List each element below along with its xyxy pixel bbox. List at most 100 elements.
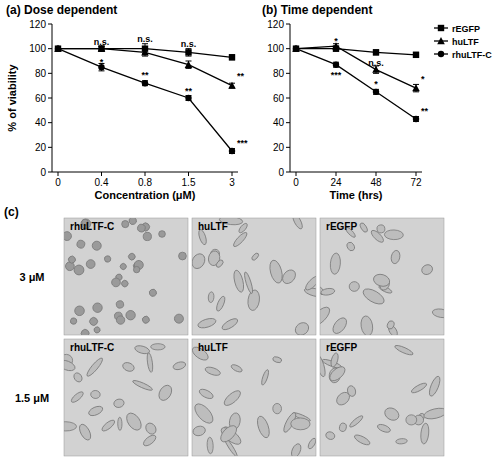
cell — [133, 266, 140, 273]
x-tick — [376, 172, 377, 176]
cell — [76, 239, 86, 249]
legend-label: huLTF — [452, 37, 479, 47]
marker — [55, 45, 61, 51]
series-line — [58, 49, 232, 151]
chart: (b) Time dependent0204060801001200244872… — [262, 3, 492, 201]
cell — [104, 255, 112, 263]
y-tick — [48, 48, 52, 49]
x-axis-label: Time (hrs) — [330, 189, 383, 201]
micrograph-label: huLTF — [198, 342, 228, 353]
x-tick-label: 1.5 — [182, 177, 196, 188]
x-tick — [416, 172, 417, 176]
x-tick-label: 0 — [293, 177, 299, 188]
x-tick-label: 24 — [330, 177, 342, 188]
cell — [432, 308, 444, 319]
error-bar — [413, 84, 419, 91]
micrograph-bg — [192, 218, 316, 335]
significance-label: n.s. — [137, 34, 153, 44]
significance-label: * — [100, 57, 104, 67]
x-tick — [58, 172, 59, 176]
marker — [55, 45, 61, 51]
cell — [132, 379, 154, 392]
cell — [251, 252, 260, 261]
error-bar — [186, 96, 192, 101]
x-tick-label: 0 — [55, 177, 61, 188]
cell — [232, 231, 249, 249]
micrograph-frame — [192, 218, 316, 335]
significance-label: ** — [185, 86, 193, 96]
cell — [394, 344, 414, 357]
micrograph-label: rhuLTF-C — [70, 342, 114, 353]
cell — [93, 326, 101, 334]
y-tick — [286, 147, 290, 148]
cell — [87, 404, 104, 417]
legend-label: rEGFP — [452, 24, 480, 34]
significance-label: ** — [141, 70, 149, 80]
cell — [192, 252, 207, 271]
marker — [141, 48, 149, 55]
cell — [280, 267, 298, 286]
cell — [272, 356, 282, 364]
cell — [134, 344, 151, 355]
y-tick-label: 0 — [40, 167, 46, 178]
series-line — [296, 46, 416, 88]
marker — [438, 51, 444, 57]
y-tick-label: 40 — [35, 117, 47, 128]
marker — [54, 45, 62, 52]
cell — [361, 286, 387, 307]
cell — [110, 276, 122, 288]
cell — [124, 410, 144, 432]
cell — [204, 365, 221, 377]
cell — [255, 415, 272, 439]
cell — [293, 320, 311, 335]
micrograph-label: huLTF — [198, 221, 228, 232]
x-tick-label: 72 — [410, 177, 422, 188]
y-tick — [286, 48, 290, 49]
y-tick-label: 20 — [35, 142, 47, 153]
micrograph-frame — [320, 339, 444, 456]
significance-label: *** — [331, 70, 342, 80]
cell — [124, 309, 137, 322]
marker — [413, 116, 419, 122]
cell — [304, 274, 316, 292]
chart: (a) Dose dependent02040608010012000.40.8… — [6, 3, 248, 201]
figure: (a) Dose dependent02040608010012000.40.8… — [0, 0, 500, 457]
y-tick — [48, 172, 52, 173]
cell — [220, 317, 239, 332]
micrograph-label: rEGFP — [326, 342, 357, 353]
marker — [437, 37, 445, 44]
cell — [119, 262, 128, 271]
micrograph-frame — [64, 339, 188, 456]
cell — [85, 356, 104, 378]
cell — [327, 364, 347, 383]
series-line — [296, 49, 416, 119]
error-bar — [229, 149, 235, 154]
cell — [360, 315, 374, 335]
micrograph-frame — [192, 339, 316, 456]
micrograph-bg — [320, 339, 444, 456]
cell — [85, 258, 97, 270]
y-tick — [286, 24, 290, 25]
marker — [333, 61, 339, 67]
marker — [229, 54, 235, 60]
significance-label: * — [334, 36, 338, 46]
cell — [320, 288, 335, 296]
panel-c: (c)3 μMrhuLTF-ChuLTFrEGFP1.5 μMrhuLTF-Ch… — [4, 205, 451, 457]
cell — [92, 303, 102, 313]
marker — [438, 25, 444, 31]
y-tick-label: 40 — [273, 117, 285, 128]
cell — [159, 231, 166, 238]
y-tick — [286, 73, 290, 74]
micrograph-bg — [320, 218, 444, 335]
cell — [120, 279, 129, 288]
cell — [230, 363, 243, 373]
marker — [185, 61, 193, 68]
cell — [218, 423, 240, 445]
cell — [386, 320, 395, 330]
cell — [172, 361, 186, 372]
cell — [208, 292, 215, 303]
x-tick — [296, 172, 297, 176]
cell — [383, 405, 402, 422]
cell — [359, 222, 369, 233]
cell — [113, 398, 125, 408]
